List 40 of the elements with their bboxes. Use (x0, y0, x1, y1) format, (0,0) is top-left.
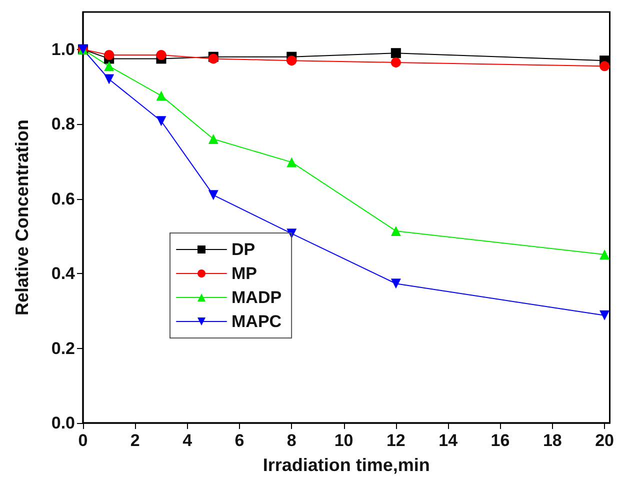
point (156, 90, 166, 101)
x-tick-label: 10 (334, 431, 354, 450)
point (286, 56, 297, 66)
point (390, 226, 401, 236)
point (600, 310, 610, 320)
y-tick-label: 0.4 (51, 264, 76, 284)
x-axis-title: Irradiation time,min (262, 455, 430, 475)
point (104, 61, 114, 72)
x-tick-label: 6 (234, 431, 244, 450)
point (208, 134, 218, 144)
y-tick-label: 0.6 (51, 189, 75, 208)
point (156, 116, 166, 126)
x-tick-label: 0 (78, 431, 88, 450)
legend-label: MAPC (232, 312, 282, 331)
legend-label: MADP (232, 288, 282, 307)
point (104, 74, 114, 84)
y-axis-title: Relative Concentration (12, 119, 32, 316)
point (600, 249, 610, 260)
point (390, 57, 401, 68)
x-tick-label: 16 (490, 431, 510, 450)
point (208, 190, 218, 200)
y-tick-label: 0.0 (51, 414, 75, 432)
point (390, 48, 401, 58)
point (600, 61, 610, 72)
y-tick-label: 0.8 (51, 114, 75, 134)
point (104, 50, 114, 60)
legend-label: MP (232, 264, 257, 283)
x-tick-label: 14 (438, 431, 458, 450)
y-tick-label: 1.0 (51, 40, 75, 59)
x-tick-label: 4 (182, 431, 193, 450)
legend-label: DP (232, 240, 256, 259)
x-tick-label: 2 (130, 431, 140, 450)
x-tick-label: 8 (286, 431, 296, 450)
x-tick-label: 18 (542, 431, 562, 450)
point (286, 157, 297, 168)
y-tick-label: 0.2 (51, 338, 75, 358)
point (390, 278, 401, 289)
x-tick-label: 20 (595, 431, 614, 450)
point (156, 50, 166, 60)
x-tick-label: 12 (386, 431, 406, 450)
